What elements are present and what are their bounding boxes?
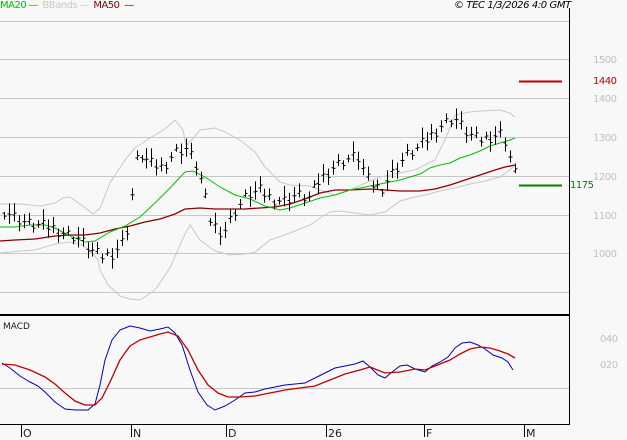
y-label-1100: 1100 <box>593 211 617 222</box>
target-high-label: 1440 <box>593 76 617 87</box>
x-label-dec: D <box>228 427 237 440</box>
legend-ma20: MA20— <box>0 0 38 11</box>
price-bars <box>2 108 518 269</box>
bollinger-bands <box>0 109 516 301</box>
legend-ma50: MA50 — <box>93 0 134 11</box>
chart-legend: MA20— BBands — MA50 — <box>0 0 136 12</box>
macd-label-040: 040 <box>600 334 618 345</box>
x-label-feb: F <box>426 427 433 440</box>
price-gridlines <box>0 21 569 389</box>
target-low-label: 1175 <box>570 180 594 191</box>
ma20-line <box>0 137 516 243</box>
ma50-line <box>0 164 516 242</box>
y-label-1300: 1300 <box>593 133 617 144</box>
macd-line <box>1 325 514 411</box>
macd-label-020: 020 <box>600 360 618 371</box>
legend-bbands: BBands — <box>42 0 89 11</box>
x-label-oct: O <box>23 427 32 440</box>
x-label-nov: N <box>133 427 142 440</box>
y-label-1400: 1400 <box>593 94 617 105</box>
x-label-mar: M <box>526 427 536 440</box>
macd-signal-line <box>1 331 516 406</box>
x-axis-ticks <box>21 424 525 437</box>
y-label-1200: 1200 <box>593 172 617 183</box>
copyright-timestamp: © TEC 1/3/2026 4:0 GMT <box>454 0 571 11</box>
y-label-1000: 1000 <box>593 249 617 260</box>
macd-title: MACD <box>3 322 30 332</box>
x-label-2026: 26 <box>328 427 342 440</box>
y-label-1500: 1500 <box>593 55 617 66</box>
